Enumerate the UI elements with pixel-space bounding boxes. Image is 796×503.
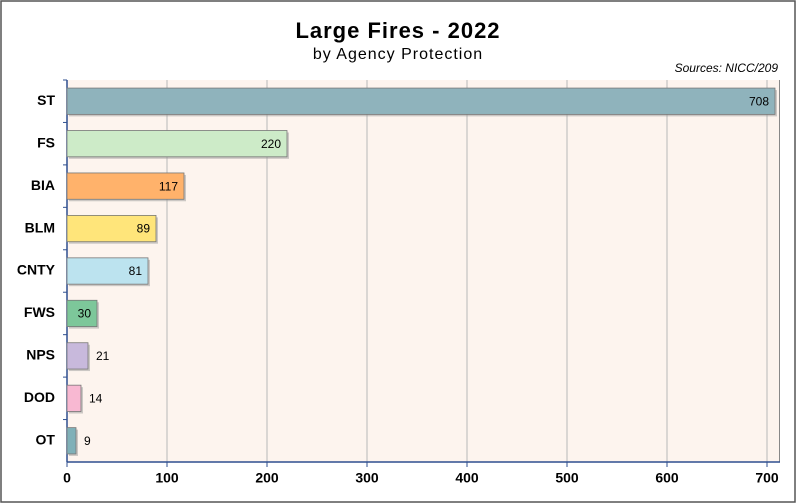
y-tick-label: FS xyxy=(37,134,55,150)
data-label: 30 xyxy=(78,307,92,321)
data-label: 14 xyxy=(89,392,103,406)
bar xyxy=(66,214,157,243)
y-tick-label: BLM xyxy=(25,219,55,235)
x-tick-label: 700 xyxy=(755,470,779,486)
data-label: 117 xyxy=(159,179,178,193)
y-tick-label: CNTY xyxy=(17,262,56,278)
x-tick-label: 500 xyxy=(555,470,579,486)
bar xyxy=(66,299,98,328)
bar xyxy=(66,87,776,115)
x-tick-label: 100 xyxy=(155,470,179,486)
data-label: 21 xyxy=(96,349,110,363)
bar xyxy=(66,427,77,455)
x-tick-label: 600 xyxy=(655,470,679,486)
y-tick-label: FWS xyxy=(24,304,55,320)
x-tick-label: 0 xyxy=(63,470,71,486)
chart-subtitle: by Agency Protection xyxy=(313,46,483,63)
data-label: 89 xyxy=(137,222,151,236)
y-tick-label: ST xyxy=(37,92,55,108)
bar xyxy=(66,130,288,158)
data-label: 9 xyxy=(84,434,91,448)
data-label: 81 xyxy=(129,264,143,278)
bar xyxy=(66,257,149,285)
bar xyxy=(66,342,89,370)
x-tick-label: 400 xyxy=(455,470,479,486)
data-label: 220 xyxy=(261,137,281,151)
bar xyxy=(66,384,82,412)
plot-border xyxy=(779,80,780,462)
y-tick-label: DOD xyxy=(24,389,55,405)
annotation: Sources: NICC/209 xyxy=(675,61,779,75)
y-tick-label: NPS xyxy=(26,347,55,363)
y-tick-label: OT xyxy=(36,431,56,447)
x-tick-label: 200 xyxy=(255,470,279,486)
data-label: 708 xyxy=(749,94,769,108)
bar xyxy=(66,172,185,200)
y-tick-label: BIA xyxy=(31,177,55,193)
chart-title: Large Fires - 2022 xyxy=(295,18,500,43)
x-tick-label: 300 xyxy=(355,470,379,486)
